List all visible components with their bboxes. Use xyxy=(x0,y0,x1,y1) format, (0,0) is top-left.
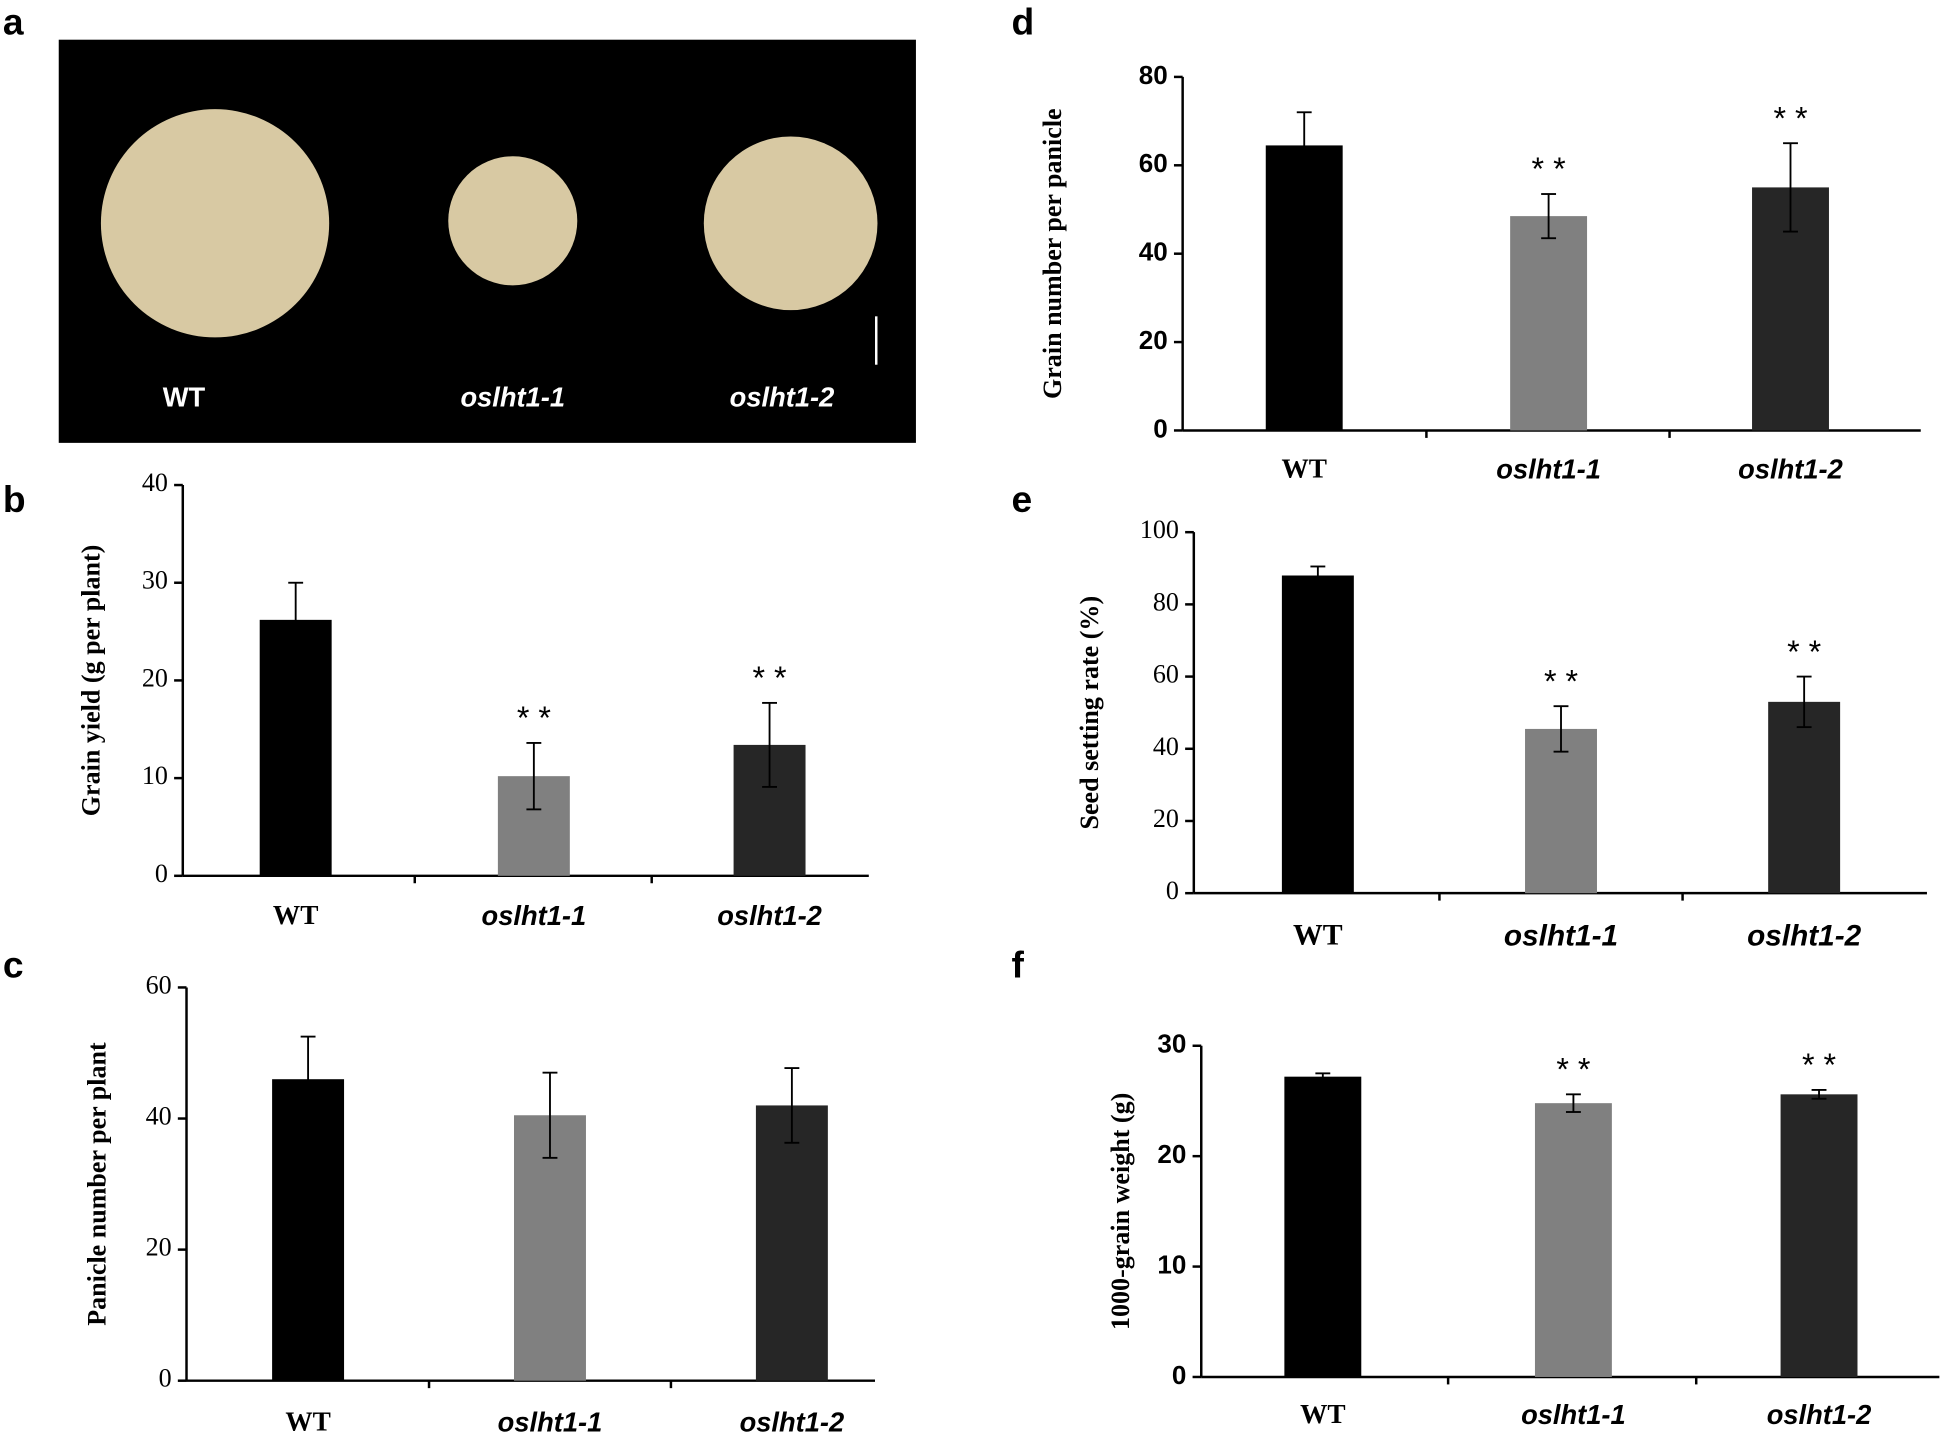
y-tick-label: 10 xyxy=(142,761,168,790)
chart-panel: d Grain number per panicle 0 20 40 60 80 WT * * o… xyxy=(1011,1,1921,485)
y-tick-label: 0 xyxy=(155,859,168,888)
y-tick-label: 20 xyxy=(146,1233,172,1262)
photo-label: WT xyxy=(163,382,206,413)
y-tick-label: 100 xyxy=(1140,515,1179,544)
bar xyxy=(259,619,332,876)
y-tick-label: 60 xyxy=(1153,660,1179,689)
grain-pile xyxy=(703,136,878,311)
y-tick-label: 60 xyxy=(146,970,172,999)
y-tick-label: 10 xyxy=(1157,1249,1186,1279)
panel-letter: e xyxy=(1011,478,1032,520)
y-tick-label: 0 xyxy=(1153,413,1168,443)
x-tick-label: oslht1-2 xyxy=(1767,1399,1872,1430)
chart-panel: e Seed setting rate (%) 0 20 40 60 80 100 WT * * o… xyxy=(1011,478,1927,953)
significance-mark: * * xyxy=(1544,663,1579,699)
significance-mark: * * xyxy=(1532,151,1567,187)
bar xyxy=(755,1105,828,1381)
x-tick-label: WT xyxy=(1293,919,1343,952)
y-tick-label: 20 xyxy=(1157,1139,1186,1169)
grain-pile xyxy=(100,109,330,338)
bar xyxy=(1284,1076,1362,1377)
y-tick-label: 60 xyxy=(1139,148,1168,178)
significance-mark: * * xyxy=(517,700,552,736)
panel-letter: d xyxy=(1011,1,1034,43)
y-tick-label: 20 xyxy=(1139,325,1168,355)
bar xyxy=(272,1079,345,1381)
panel-letter: c xyxy=(3,943,24,985)
y-tick-label: 80 xyxy=(1153,587,1179,616)
y-tick-label: 40 xyxy=(1139,237,1168,267)
y-axis-label: Grain yield (g per plant) xyxy=(76,545,105,817)
photo-label: oslht1-1 xyxy=(460,382,565,413)
x-tick-label: oslht1-2 xyxy=(717,900,822,931)
panel-letter: a xyxy=(3,1,24,43)
x-tick-label: oslht1-1 xyxy=(482,900,587,931)
significance-mark: * * xyxy=(1773,100,1808,136)
y-tick-label: 30 xyxy=(1157,1029,1186,1059)
x-tick-label: WT xyxy=(1300,1399,1345,1429)
y-tick-label: 0 xyxy=(159,1364,172,1393)
bar xyxy=(514,1115,586,1381)
bar xyxy=(1265,145,1343,431)
y-tick-label: 30 xyxy=(142,566,168,595)
x-tick-label: oslht1-1 xyxy=(1496,454,1601,485)
chart-panel: c Panicle number per plant 0 20 40 60 WT oslht1… xyxy=(3,943,875,1437)
x-tick-label: oslht1-2 xyxy=(1738,454,1843,485)
bar xyxy=(1281,575,1354,894)
y-axis-label: Seed setting rate (%) xyxy=(1075,596,1104,830)
y-tick-label: 20 xyxy=(1153,804,1179,833)
bar xyxy=(1534,1103,1612,1377)
y-tick-label: 80 xyxy=(1139,60,1168,90)
x-tick-label: oslht1-1 xyxy=(1504,920,1618,953)
photo-panel: a WT oslht1-1 oslht1-2 xyxy=(3,1,916,443)
chart-panel: f 1000-grain weight (g) 0 10 20 30 WT * * oslht1… xyxy=(1011,943,1940,1430)
x-tick-label: oslht1-1 xyxy=(498,1406,603,1437)
grain-pile xyxy=(448,156,578,286)
significance-mark: * * xyxy=(1787,634,1822,670)
photo-label: oslht1-2 xyxy=(730,382,835,413)
significance-mark: * * xyxy=(753,660,788,696)
x-tick-label: oslht1-1 xyxy=(1521,1399,1626,1430)
y-tick-label: 40 xyxy=(146,1102,172,1131)
y-axis-label: Grain number per panicle xyxy=(1038,108,1067,399)
panel-letter: b xyxy=(3,478,26,520)
bar xyxy=(1780,1094,1858,1377)
x-tick-label: WT xyxy=(273,900,318,930)
panel-letter: f xyxy=(1011,943,1024,985)
x-tick-label: WT xyxy=(285,1406,330,1436)
x-tick-label: WT xyxy=(1281,454,1326,484)
x-tick-label: oslht1-2 xyxy=(1747,920,1862,953)
y-tick-label: 40 xyxy=(1153,732,1179,761)
y-tick-label: 20 xyxy=(142,663,168,692)
bar xyxy=(1525,728,1597,894)
significance-mark: * * xyxy=(1556,1052,1591,1088)
y-axis-label: 1000-grain weight (g) xyxy=(1106,1093,1135,1330)
x-tick-label: oslht1-2 xyxy=(740,1406,845,1437)
chart-panel: b Grain yield (g per plant) 0 10 20 30 40 WT * *… xyxy=(3,468,869,931)
bar xyxy=(1768,701,1841,894)
y-tick-label: 0 xyxy=(1172,1360,1187,1390)
significance-mark: * * xyxy=(1802,1047,1837,1083)
y-tick-label: 0 xyxy=(1166,876,1179,905)
y-axis-label: Panicle number per plant xyxy=(83,1042,112,1326)
bar xyxy=(1510,216,1588,431)
y-tick-label: 40 xyxy=(142,468,168,497)
